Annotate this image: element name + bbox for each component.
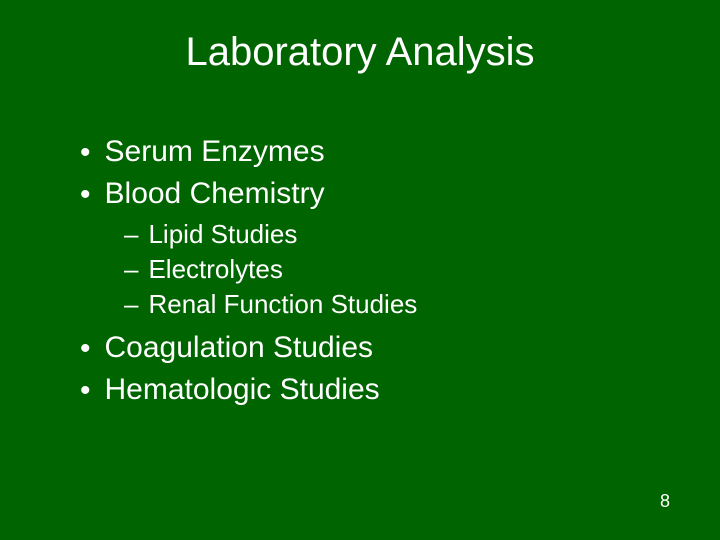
bullet-text: Blood Chemistry — [105, 177, 325, 211]
bullet-text: Renal Function Studies — [148, 289, 417, 320]
bullet-level1: • Serum Enzymes — [80, 135, 670, 171]
slide: Laboratory Analysis • Serum Enzymes • Bl… — [0, 0, 720, 540]
bullet-text: Hematologic Studies — [105, 373, 380, 407]
bullet-dash-icon: – — [124, 254, 138, 285]
bullet-text: Electrolytes — [148, 254, 282, 285]
bullet-dot-icon: • — [80, 331, 91, 367]
bullet-dot-icon: • — [80, 373, 91, 409]
bullet-dot-icon: • — [80, 135, 91, 171]
bullet-text: Serum Enzymes — [105, 135, 325, 169]
slide-title: Laboratory Analysis — [50, 30, 670, 75]
bullet-dash-icon: – — [124, 219, 138, 250]
bullet-level2: – Renal Function Studies — [124, 289, 670, 320]
bullet-level2: – Electrolytes — [124, 254, 670, 285]
page-number: 8 — [660, 491, 670, 512]
bullet-level1: • Hematologic Studies — [80, 373, 670, 409]
bullet-dot-icon: • — [80, 177, 91, 213]
bullet-level1: • Blood Chemistry — [80, 177, 670, 213]
bullet-level2: – Lipid Studies — [124, 219, 670, 250]
bullet-level1: • Coagulation Studies — [80, 331, 670, 367]
bullet-text: Lipid Studies — [148, 219, 297, 250]
bullet-text: Coagulation Studies — [105, 331, 374, 365]
bullet-dash-icon: – — [124, 289, 138, 320]
